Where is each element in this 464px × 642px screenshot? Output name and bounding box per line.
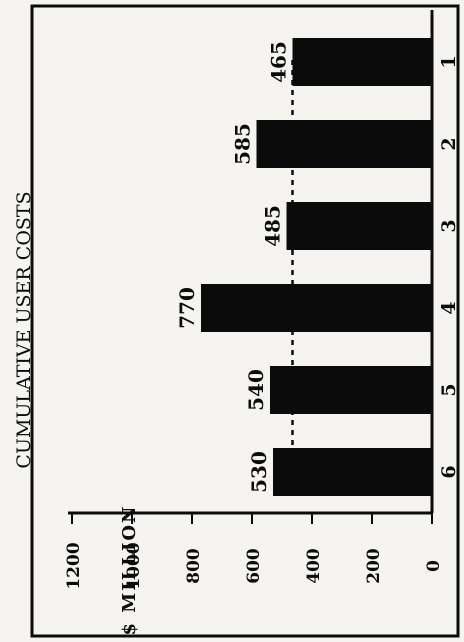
bar-value-label: 770: [175, 287, 199, 329]
y-tick-label: 400: [304, 548, 324, 584]
bar-value-label: 530: [247, 451, 271, 493]
category-label: 3: [438, 219, 460, 232]
bar: [256, 120, 432, 168]
category-label: 5: [438, 383, 460, 396]
bar-value-label: 465: [267, 41, 291, 83]
chart-title: CUMULATIVE USER COSTS: [13, 191, 35, 468]
y-tick-label: 800: [184, 548, 204, 584]
y-tick-label: 1200: [64, 542, 84, 589]
y-tick-label: 200: [364, 548, 384, 584]
bar-value-label: 485: [261, 205, 285, 247]
bar: [270, 366, 432, 414]
bar: [201, 284, 432, 332]
category-label: 1: [438, 55, 460, 68]
chart-frame: [30, 4, 460, 638]
plot-area: 0 200 400 600 800 1000 1200 465 1 585 2 485 3 770 4 540…: [64, 38, 460, 590]
bar: [286, 202, 432, 250]
bar: [273, 448, 432, 496]
chart-text-layer: CUMULATIVE USER COSTS $ MILLION: [13, 191, 140, 635]
y-tick-label: 1000: [124, 542, 144, 589]
category-label: 4: [438, 301, 460, 314]
y-tick-label: 0: [424, 560, 444, 572]
y-tick-label: 600: [244, 548, 264, 584]
category-label: 2: [438, 137, 460, 150]
category-label: 6: [438, 465, 460, 478]
y-axis-label: $ MILLION: [119, 504, 140, 635]
bar-value-label: 540: [244, 369, 268, 411]
bar: [292, 38, 432, 86]
bar-value-label: 585: [231, 123, 255, 165]
